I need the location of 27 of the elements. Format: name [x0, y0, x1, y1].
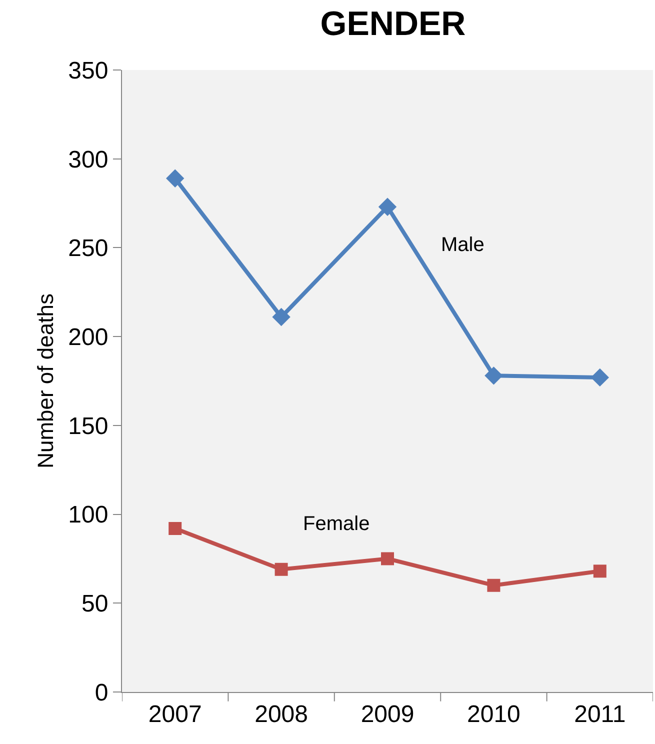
x-tick-label: 2011 [574, 700, 626, 728]
y-tick-label: 350 [68, 57, 108, 84]
y-tick-label: 50 [81, 590, 108, 618]
y-axis-title: Number of deaths [32, 294, 58, 468]
y-tick-label: 200 [68, 324, 108, 351]
x-tick-label: 2010 [467, 700, 520, 728]
series-label: Male [441, 234, 484, 256]
point [487, 578, 500, 592]
chart-title: GENDER [320, 4, 466, 43]
point [381, 552, 394, 566]
x-tick-label: 2008 [254, 700, 308, 728]
y-tick-label: 300 [68, 146, 108, 174]
x-tick-label: 2007 [148, 700, 202, 728]
x-tick-label: 2009 [360, 700, 414, 728]
y-tick-label: 150 [68, 412, 108, 440]
point [593, 564, 606, 578]
series-label: Female [303, 513, 370, 535]
point [166, 169, 184, 188]
point [274, 562, 288, 576]
point [168, 522, 182, 535]
point [272, 308, 290, 326]
point [590, 368, 609, 387]
point [484, 366, 503, 385]
y-tick-label: 100 [68, 502, 108, 529]
point [378, 198, 397, 216]
y-tick-label: 250 [68, 235, 108, 262]
y-tick-label: 0 [94, 679, 108, 706]
